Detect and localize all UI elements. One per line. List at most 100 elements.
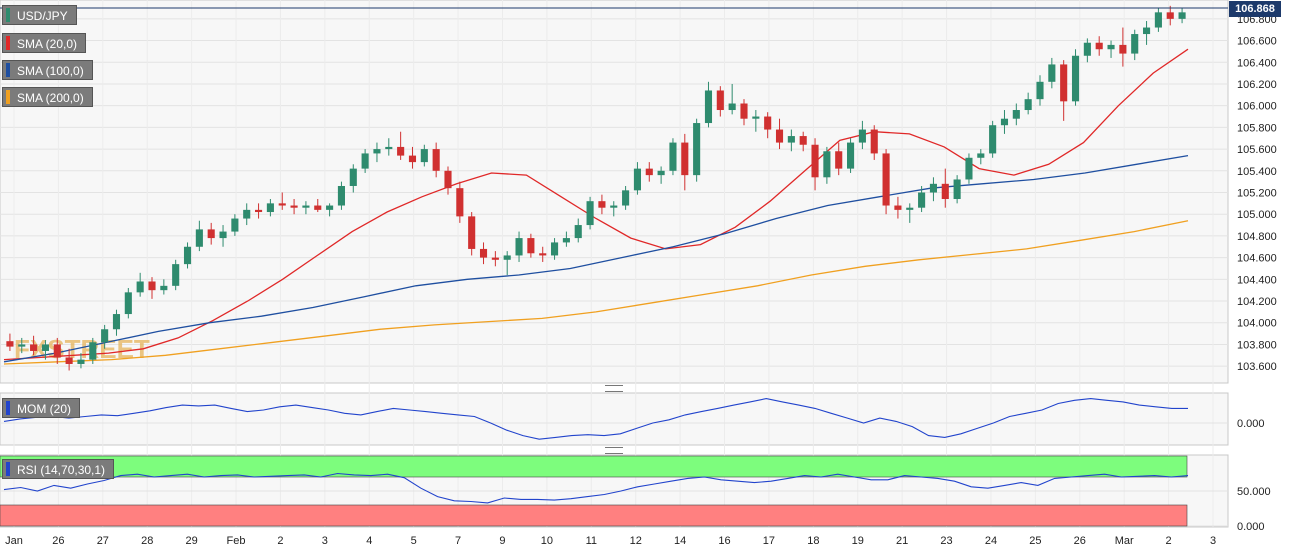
legend-sma200-label: SMA (200,0) xyxy=(17,91,84,105)
price-tick-label: 106.600 xyxy=(1237,36,1277,48)
candle-body xyxy=(491,257,499,260)
candle-body xyxy=(183,246,192,265)
candle-body xyxy=(941,183,949,200)
time-tick-label: Jan xyxy=(5,535,23,547)
candle-body xyxy=(1095,42,1103,50)
candle-body xyxy=(1024,99,1032,111)
candle-body xyxy=(1083,42,1091,56)
price-tick-label: 105.600 xyxy=(1237,144,1277,156)
candle-body xyxy=(847,142,855,169)
candle-body xyxy=(408,155,417,163)
legend-sma200[interactable]: SMA (200,0) xyxy=(2,87,93,107)
candle-body xyxy=(693,123,701,176)
candle-body xyxy=(1060,64,1068,102)
candle-body xyxy=(468,216,476,249)
candle-body xyxy=(1000,118,1009,126)
candle-body xyxy=(574,225,582,239)
candle-body xyxy=(598,201,606,208)
sma200-line xyxy=(3,220,1189,365)
candle-body xyxy=(1154,12,1162,28)
candle-body xyxy=(397,146,405,156)
legend-swatch xyxy=(6,63,10,77)
candle-body xyxy=(586,201,594,226)
rsi-zone xyxy=(0,504,1188,527)
axis-labels: 106.800106.600106.400106.200106.000105.8… xyxy=(5,14,1277,547)
candle-body xyxy=(1131,34,1139,54)
time-tick-label: 27 xyxy=(97,535,109,547)
price-tick-label: 104.400 xyxy=(1237,274,1277,286)
legend-rsi[interactable]: RSI (14,70,30,1) xyxy=(2,459,115,479)
mom-line xyxy=(3,398,1188,440)
time-tick-label: 19 xyxy=(852,535,864,547)
candle-body xyxy=(1071,55,1080,102)
candle-body xyxy=(1143,27,1151,35)
time-tick-label: 7 xyxy=(455,535,461,547)
legend-rsi-label: RSI (14,70,30,1) xyxy=(17,463,106,477)
candle-body xyxy=(894,205,902,210)
candle-body xyxy=(740,103,748,119)
candle-body xyxy=(787,136,795,143)
time-tick-label: Feb xyxy=(227,535,246,547)
candle-body xyxy=(278,203,286,206)
candle-body xyxy=(515,238,523,256)
candle-body xyxy=(645,168,653,176)
rsi-zone xyxy=(0,455,1188,478)
candle-body xyxy=(302,205,310,208)
candle-body xyxy=(622,190,630,206)
time-tick-label: 2 xyxy=(277,535,283,547)
candle-body xyxy=(823,151,831,178)
candle-body xyxy=(432,149,440,171)
candle-body xyxy=(18,344,26,347)
candle-body xyxy=(1178,12,1186,19)
candle-body xyxy=(349,168,357,186)
candle-body xyxy=(219,231,227,239)
price-tick-label: 106.000 xyxy=(1237,101,1277,113)
legend-sma100-label: SMA (100,0) xyxy=(17,64,84,78)
time-tick-label: 11 xyxy=(586,535,597,547)
candle-body xyxy=(160,285,168,291)
time-tick-label: 2 xyxy=(1166,535,1172,547)
candle-body xyxy=(882,153,890,206)
candle-body xyxy=(444,170,452,189)
legend-swatch xyxy=(6,36,10,50)
candle-body xyxy=(337,185,345,206)
candle-body xyxy=(1166,12,1174,19)
candle-body xyxy=(314,205,322,210)
candle-body xyxy=(681,142,689,176)
panel-resize-handle[interactable] xyxy=(605,447,623,454)
candle-body xyxy=(361,153,369,169)
candle-body xyxy=(1012,110,1020,119)
candle-body xyxy=(811,144,819,178)
price-tick-label: 104.200 xyxy=(1237,296,1277,308)
legend-sma20[interactable]: SMA (20,0) xyxy=(2,33,87,53)
candle-body xyxy=(657,170,665,176)
legend-sma100[interactable]: SMA (100,0) xyxy=(2,60,93,80)
candle-body xyxy=(6,341,14,347)
candle-body xyxy=(385,146,393,150)
price-tick-label: 105.400 xyxy=(1237,166,1277,178)
candle-body xyxy=(633,168,641,191)
candle-body xyxy=(41,344,49,351)
candle-body xyxy=(835,151,843,169)
candle-body xyxy=(89,342,97,360)
candle-body xyxy=(1119,44,1127,54)
candle-body xyxy=(136,281,144,293)
sma-lines xyxy=(3,48,1189,365)
candle-body xyxy=(977,153,985,158)
candle-body xyxy=(1107,44,1115,50)
legend-symbol[interactable]: USD/JPY xyxy=(2,5,77,25)
time-tick-label: 14 xyxy=(674,535,686,547)
time-tick-label: 10 xyxy=(541,535,553,547)
panel-resize-handle[interactable] xyxy=(605,385,623,392)
time-tick-label: 21 xyxy=(896,535,908,547)
candle-body xyxy=(1036,81,1044,100)
candle-body xyxy=(870,129,878,154)
legend-symbol-label: USD/JPY xyxy=(17,9,68,23)
rsi-tick-label: 0.000 xyxy=(1237,521,1265,533)
time-tick-label: 16 xyxy=(718,535,730,547)
sma100-line xyxy=(3,154,1189,363)
legend-mom[interactable]: MOM (20) xyxy=(2,398,80,418)
indicator-lines xyxy=(3,398,1189,504)
price-tick-label: 106.200 xyxy=(1237,79,1277,91)
time-tick-label: 4 xyxy=(366,535,372,547)
